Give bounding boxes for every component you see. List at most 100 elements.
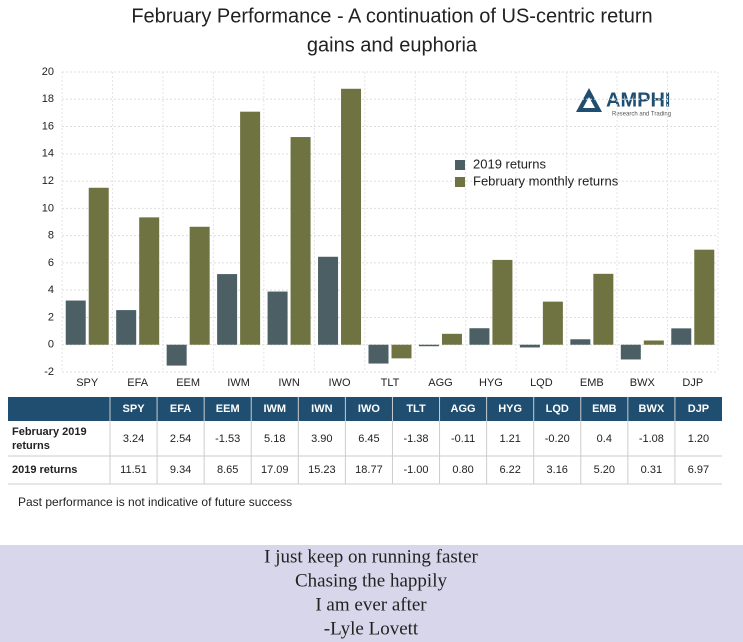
table-cell: 0.80	[452, 464, 473, 476]
table-cell: -0.11	[451, 433, 475, 445]
bar	[671, 328, 692, 345]
legend-swatch	[455, 160, 465, 170]
x-tick-label: LQD	[530, 377, 553, 389]
table-column-header: LQD	[546, 403, 569, 415]
bar	[189, 226, 210, 345]
bar	[166, 344, 187, 366]
table-cell: -1.38	[403, 433, 428, 445]
bar	[88, 187, 109, 345]
table-cell: 6.22	[499, 464, 520, 476]
table-header	[8, 397, 722, 421]
y-tick-label: 20	[42, 66, 54, 78]
bar	[368, 344, 389, 364]
table-column-header: EEM	[216, 403, 240, 415]
table-cell: 0.31	[641, 464, 662, 476]
bar	[418, 344, 439, 347]
table-cell: 2.54	[170, 433, 191, 445]
y-tick-label: 4	[48, 284, 54, 296]
x-tick-label: EFA	[127, 377, 148, 389]
table-column-header: IWM	[263, 403, 286, 415]
y-tick-label: 0	[48, 339, 54, 351]
table-cell: -1.53	[215, 433, 240, 445]
bar	[542, 301, 563, 345]
table-cell: 1.21	[499, 433, 520, 445]
table-row-label: 2019 returns	[12, 464, 77, 476]
table-cell: 5.18	[264, 433, 285, 445]
y-tick-label: 12	[42, 175, 54, 187]
legend-swatch	[455, 177, 465, 187]
table-cell: 3.90	[311, 433, 332, 445]
table-column-header: DJP	[688, 403, 709, 415]
table-column-header: IWO	[358, 403, 380, 415]
chart-title: gains and euphoria	[307, 34, 478, 56]
table-row-label: February 2019	[12, 426, 87, 438]
bar	[643, 340, 664, 345]
table-cell: 17.09	[261, 464, 289, 476]
bar	[570, 339, 591, 345]
table-cell: 3.24	[123, 433, 144, 445]
table-row-label: returns	[12, 440, 50, 452]
table-column-header: IWN	[311, 403, 332, 415]
x-tick-label: SPY	[76, 377, 99, 389]
x-tick-label: IWO	[329, 377, 351, 389]
bar	[620, 344, 641, 360]
y-tick-label: 14	[42, 148, 54, 160]
bar	[694, 249, 715, 345]
table-cell: 11.51	[120, 464, 147, 476]
table-cell: 9.34	[170, 464, 191, 476]
x-tick-label: TLT	[381, 377, 400, 389]
x-tick-label: EMB	[580, 377, 604, 389]
bar	[139, 217, 160, 345]
table-cell: 6.97	[688, 464, 709, 476]
bar	[267, 291, 288, 345]
table-cell: 3.16	[547, 464, 568, 476]
y-tick-label: 2	[48, 311, 54, 323]
table-cell: 8.65	[217, 464, 238, 476]
quote-line: I just keep on running faster	[264, 546, 478, 567]
table-cell: -1.08	[639, 433, 664, 445]
y-tick-label: 6	[48, 257, 54, 269]
x-tick-label: AGG	[428, 377, 452, 389]
table-cell: 0.4	[597, 433, 612, 445]
x-tick-label: BWX	[630, 377, 656, 389]
bar	[391, 344, 412, 359]
legend-label: 2019 returns	[473, 156, 546, 171]
table-column-header: EFA	[170, 403, 191, 415]
bar	[441, 333, 462, 345]
table-cell: 15.23	[308, 464, 336, 476]
x-tick-label: HYG	[479, 377, 503, 389]
table-column-header: BWX	[639, 403, 665, 415]
bar	[290, 137, 311, 345]
y-tick-label: 8	[48, 230, 54, 242]
y-tick-label: 18	[42, 93, 54, 105]
logo-tagline: Research and Trading	[612, 112, 671, 118]
chart-title: February Performance - A continuation of…	[131, 5, 652, 27]
table-cell: -0.20	[545, 433, 570, 445]
x-tick-label: IWN	[278, 377, 299, 389]
table-column-header: SPY	[123, 403, 146, 415]
quote-box	[0, 545, 743, 642]
bar	[519, 344, 540, 348]
table-cell: 5.20	[594, 464, 615, 476]
logo-mark	[583, 97, 595, 108]
quote-line: -Lyle Lovett	[324, 618, 419, 639]
y-tick-label: 10	[42, 202, 54, 214]
bar	[469, 328, 490, 345]
bar	[593, 273, 614, 345]
quote-line: I am ever after	[315, 594, 427, 615]
bar	[240, 111, 261, 345]
bar	[341, 88, 362, 345]
y-tick-label: -2	[44, 366, 54, 378]
bar	[116, 310, 137, 345]
table-column-header: EMB	[592, 403, 617, 415]
table-cell: 1.20	[688, 433, 709, 445]
bar	[492, 259, 513, 345]
x-tick-label: EEM	[176, 377, 200, 389]
logo-name: AMPHI	[606, 89, 670, 111]
table-cell: 6.45	[358, 433, 379, 445]
y-tick-label: 16	[42, 120, 54, 132]
quote-line: Chasing the happily	[295, 570, 447, 591]
table-cell: 18.77	[355, 464, 383, 476]
x-tick-label: IWM	[227, 377, 250, 389]
